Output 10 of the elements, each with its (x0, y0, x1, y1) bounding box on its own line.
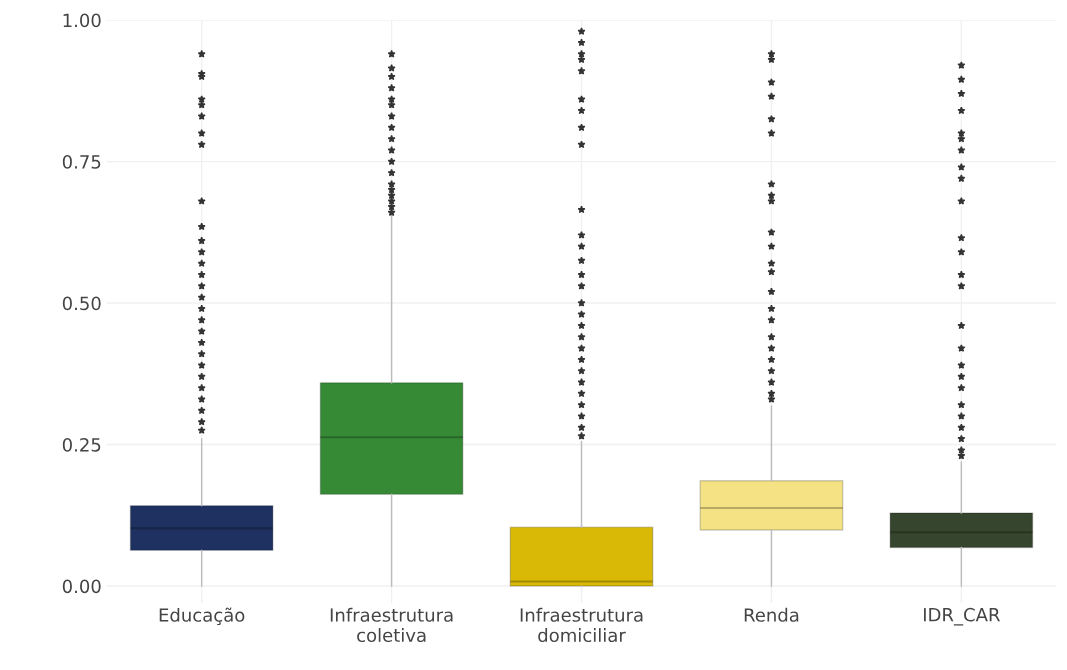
y-tick-label: 0.75 (62, 155, 101, 169)
x-tick-label: Infraestrutura domiciliar (520, 607, 643, 643)
y-tick-label: 1.00 (63, 13, 101, 28)
y-tick-label: 0.25 (62, 438, 101, 452)
x-tick-label: Infraestrutura coletiva (330, 607, 453, 643)
x-tick-label: Educação (159, 607, 245, 626)
y-tick-label: 0.50 (62, 296, 101, 311)
x-tick-label: IDR_CAR (923, 607, 1000, 626)
y-tick-label: 0.00 (62, 579, 101, 594)
x-tick-label: Renda (744, 607, 799, 622)
